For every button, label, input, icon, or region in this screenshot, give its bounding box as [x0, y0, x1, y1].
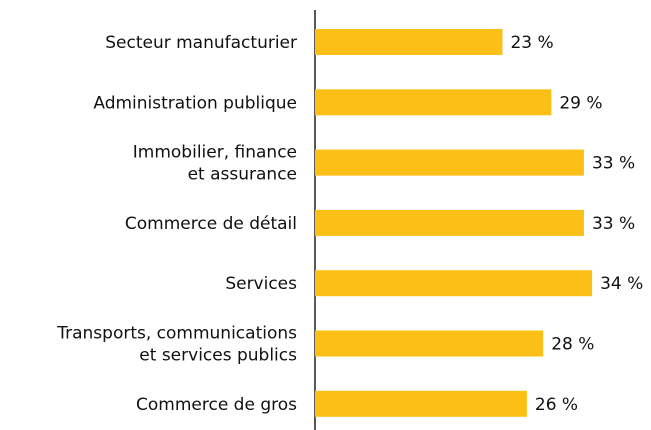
value-label: 28 %: [551, 335, 594, 355]
category-label: Services: [225, 274, 297, 294]
category-label: Commerce de détail: [125, 214, 297, 234]
value-label: 23 %: [510, 33, 553, 53]
bar: [315, 330, 544, 357]
bar: [315, 149, 584, 176]
value-label: 29 %: [559, 93, 602, 113]
bar: [315, 270, 593, 297]
category-label: Secteur manufacturier: [105, 33, 297, 53]
bar: [315, 209, 584, 236]
value-label: 34 %: [600, 274, 643, 294]
category-label: Immobilier, finance et assurance: [133, 143, 297, 185]
bar: [315, 89, 552, 116]
bar: [315, 390, 527, 417]
category-label: Commerce de gros: [136, 395, 297, 415]
category-label: Transports, communications et services pu…: [56, 324, 297, 366]
value-label: 33 %: [592, 154, 635, 174]
category-label: Administration publique: [93, 93, 297, 113]
value-label: 26 %: [535, 395, 578, 415]
bar: [315, 29, 503, 55]
value-label: 33 %: [592, 214, 635, 234]
